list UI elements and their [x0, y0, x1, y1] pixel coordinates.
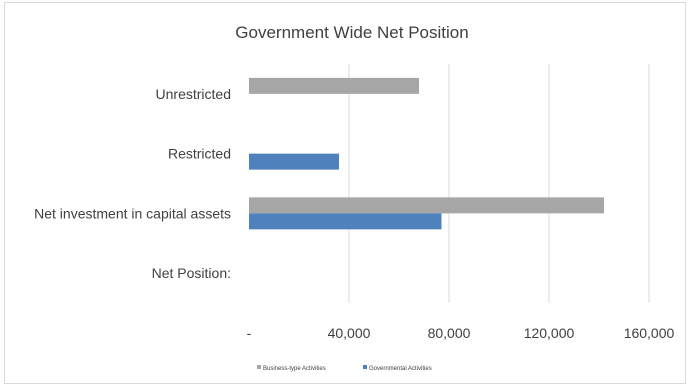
x-tick-label: -	[247, 325, 252, 341]
bar	[249, 153, 339, 170]
x-tick-label: 160,000	[624, 325, 675, 341]
x-tick-label: 40,000	[328, 325, 371, 341]
category-labels: Unrestricted Restricted Net investment in …	[34, 86, 231, 281]
x-tick-label: 120,000	[524, 325, 575, 341]
chart-frame	[4, 2, 686, 384]
legend-label: Business-type Activities	[263, 366, 326, 372]
category-label: Net Position:	[152, 265, 231, 281]
legend-swatch	[363, 365, 367, 369]
category-label: Net investment in capital assets	[34, 205, 231, 221]
chart-title: Government Wide Net Position	[235, 23, 468, 42]
bar	[249, 77, 419, 94]
bars	[249, 77, 604, 230]
category-label: Restricted	[168, 146, 231, 162]
legend-swatch	[257, 365, 261, 369]
bar	[249, 213, 442, 230]
bar	[249, 197, 604, 214]
legend: Business-type Activities Governmental Act…	[257, 365, 432, 372]
legend-label: Governmental Activities	[369, 366, 432, 372]
x-tick-labels: - 40,000 80,000 120,000 160,000	[247, 325, 675, 341]
category-label: Unrestricted	[156, 86, 231, 102]
x-tick-label: 80,000	[428, 325, 471, 341]
grid-lines	[348, 64, 650, 303]
